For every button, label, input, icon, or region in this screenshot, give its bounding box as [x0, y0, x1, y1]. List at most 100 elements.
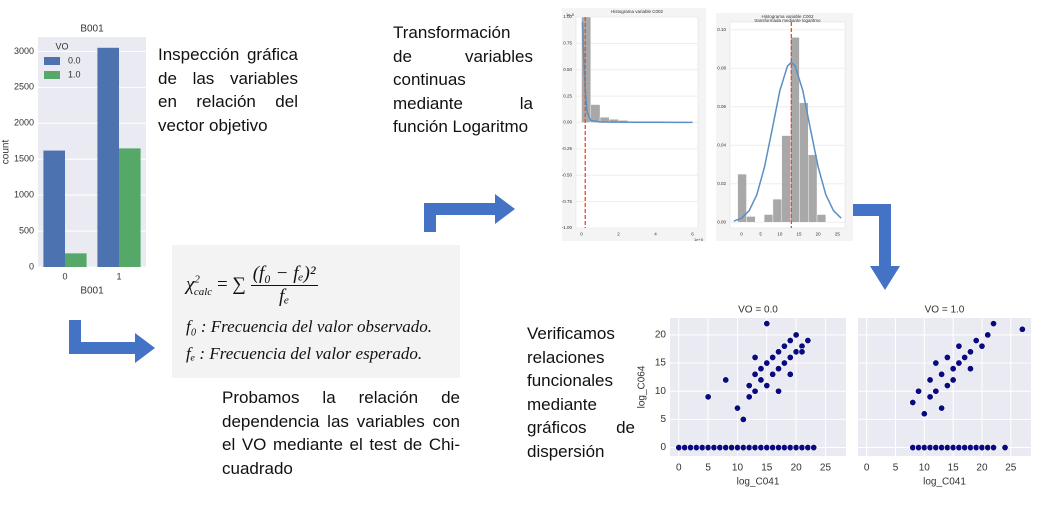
x-tick-label: 25: [1005, 463, 1017, 474]
y-tick-label: 0.00: [717, 219, 726, 224]
scatter-point: [769, 353, 777, 361]
scatter-point: [932, 359, 940, 367]
scatter-point: [915, 444, 923, 452]
scatter-point: [938, 444, 946, 452]
numerator: (f₀ − fₑ)²: [250, 263, 318, 286]
y-tick-label: 0.50: [563, 67, 572, 72]
y-tick-label: 0.10: [717, 27, 726, 32]
x-tick-label: 2: [617, 232, 620, 237]
scatter-point: [990, 444, 998, 452]
scatter-point: [926, 376, 934, 384]
scatter-point: [955, 359, 963, 367]
y-tick-label: 1.00: [563, 14, 572, 19]
scatter-point: [769, 370, 777, 378]
x-offset-label: 1e+5: [694, 237, 704, 242]
arrow: [69, 320, 155, 363]
x-tick-label: 10: [777, 232, 783, 237]
scatter-point: [716, 444, 724, 452]
histogram-bar: [763, 214, 774, 223]
scatter-point: [745, 444, 753, 452]
y-tick-label: 2000: [14, 118, 34, 128]
scatter-point: [780, 359, 788, 367]
y-tick-label: 0.75: [563, 41, 572, 46]
scatter-point: [733, 404, 741, 412]
scatter-point: [966, 444, 974, 452]
x-tick-label: 20: [816, 232, 822, 237]
scatter-point: [920, 444, 928, 452]
scatter-point: [757, 444, 765, 452]
scatter-point: [990, 320, 998, 328]
y-tick-label: 2500: [14, 82, 34, 92]
scatter-point: [984, 331, 992, 339]
scatter-point: [786, 353, 794, 361]
chi: χ: [186, 273, 195, 295]
x-tick-label: 15: [948, 463, 960, 474]
y-tick-label: -0.75: [562, 199, 573, 204]
legend-label: 1.0: [68, 69, 81, 79]
bar: [65, 253, 87, 267]
y-tick-label: 3000: [14, 46, 34, 56]
x-tick-label: 10: [732, 463, 744, 474]
y-tick-label: 0.06: [717, 104, 726, 109]
chart-subtitle: transformada mediante logaritmo: [754, 18, 821, 23]
x-tick-label: 20: [976, 463, 988, 474]
y-axis-label: log_C064: [637, 365, 648, 408]
scatter-point: [810, 444, 818, 452]
x-tick-label: 5: [893, 463, 899, 474]
chart-title: Histograma variable C002: [611, 9, 664, 14]
scatter-point: [949, 444, 957, 452]
x-tick-label: 0: [864, 463, 870, 474]
y-tick-label: 20: [655, 330, 667, 341]
scatter-point: [915, 387, 923, 395]
scatter-point: [972, 444, 980, 452]
x-tick-label: 10: [919, 463, 931, 474]
scatter-point: [739, 415, 747, 423]
scatter-point: [943, 382, 951, 390]
scatter-point: [722, 376, 730, 384]
y-axis-label: count: [1, 140, 12, 165]
y-tick-label: 10: [655, 386, 667, 397]
scatter-point: [745, 382, 753, 390]
y-offset-label: 1e-5: [566, 12, 575, 17]
histogram-bar: [590, 104, 601, 123]
histogram-bar: [746, 216, 756, 223]
scatter-point: [938, 370, 946, 378]
histogram-bar: [808, 154, 818, 223]
chi-sub: calc: [193, 285, 213, 298]
scatter-point: [775, 348, 783, 356]
text-verificamos: Verificamos relaciones funcionales media…: [527, 324, 635, 461]
y-tick-label: -0.25: [562, 146, 573, 151]
x-axis-label: B001: [80, 286, 104, 297]
scatter-point: [792, 348, 800, 356]
scatter-point: [692, 444, 700, 452]
scatter-point: [978, 444, 986, 452]
scatter-point: [804, 444, 812, 452]
scatter-point: [792, 331, 800, 339]
y-tick-label: 1000: [14, 190, 34, 200]
scatter-point: [966, 348, 974, 356]
scatter-point: [961, 444, 969, 452]
scatter-point: [972, 337, 980, 345]
scatter-point: [757, 365, 765, 373]
scatter-point: [780, 342, 788, 350]
scatter-point: [932, 387, 940, 395]
scatter-point: [769, 444, 777, 452]
text-inspeccion: Inspección gráfica de las variables en r…: [158, 45, 298, 135]
legend-title: VO: [55, 41, 68, 51]
plot-background: [670, 318, 846, 456]
equals-sum: = ∑: [216, 273, 246, 295]
x-tick-label: 15: [796, 232, 802, 237]
histogram-bar: [799, 102, 809, 223]
x-tick-label: 6: [691, 232, 694, 237]
scatter-point: [751, 353, 759, 361]
scatter-point: [763, 359, 771, 367]
scatter-point: [966, 365, 974, 373]
x-tick-label: 5: [759, 232, 762, 237]
scatter-point: [704, 393, 712, 401]
scatter-point: [775, 444, 783, 452]
y-tick-label: -0.50: [562, 172, 573, 177]
x-tick-label: 1: [116, 271, 121, 281]
scatter-point: [943, 444, 951, 452]
